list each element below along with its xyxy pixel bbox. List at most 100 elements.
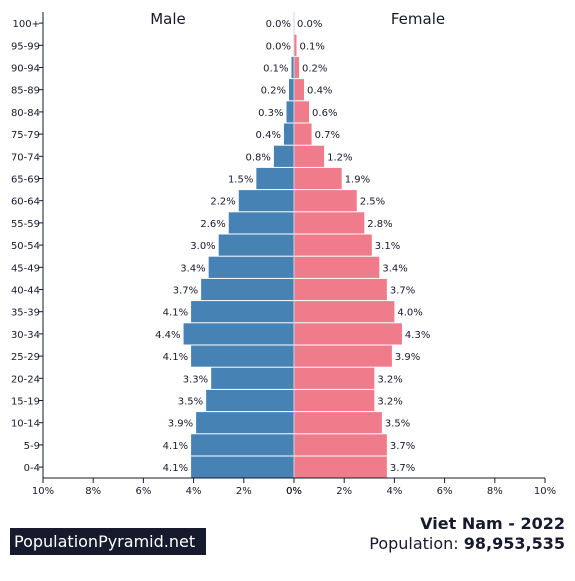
x-tick-label-female: 10% — [534, 486, 556, 497]
female-value-label: 3.7% — [390, 463, 415, 474]
x-tick-label-female: 8% — [487, 486, 503, 497]
female-bar — [294, 345, 392, 367]
female-value-label: 3.1% — [375, 241, 400, 252]
female-value-label: 3.4% — [382, 263, 407, 274]
female-bar — [294, 234, 372, 256]
male-value-label: 3.9% — [168, 419, 193, 430]
male-bar — [206, 389, 294, 412]
female-value-label: 0.6% — [312, 108, 337, 119]
female-value-label: 4.0% — [397, 308, 422, 319]
age-group-label: 5-9 — [24, 441, 40, 452]
male-bar — [196, 412, 294, 434]
female-bar — [294, 456, 387, 478]
female-bar — [294, 389, 375, 412]
population-label: Population: — [369, 534, 459, 553]
female-bar — [294, 434, 387, 456]
population-total: Population: 98,953,535 — [369, 534, 565, 553]
x-tick-label-male: 6% — [135, 486, 151, 497]
x-tick-label-female: 2% — [336, 486, 352, 497]
male-bar — [288, 79, 294, 101]
male-bar — [218, 234, 294, 256]
female-value-label: 0.1% — [300, 41, 325, 52]
female-value-label: 0.7% — [315, 130, 340, 141]
male-value-label: 3.4% — [180, 263, 205, 274]
country-year-title: Viet Nam - 2022 — [420, 514, 565, 533]
x-tick-label-male: 4% — [186, 486, 202, 497]
male-value-label: 0.0% — [266, 19, 291, 30]
male-value-label: 3.7% — [173, 286, 198, 297]
female-bar — [294, 256, 380, 278]
age-group-label: 55-59 — [11, 219, 40, 230]
male-value-label: 4.1% — [163, 441, 188, 452]
female-bar — [294, 101, 310, 123]
male-value-label: 0.2% — [261, 86, 286, 97]
female-value-label: 3.7% — [390, 441, 415, 452]
x-tick-label-female: 6% — [437, 486, 453, 497]
population-pyramid-chart: 100+ 0.0% 0.0% 95-99 0.0% 0.1% 90-94 0.1% 0.2% 85… — [11, 10, 556, 497]
male-value-label: 0.0% — [266, 41, 291, 52]
age-group-label: 45-49 — [11, 263, 40, 274]
male-value-label: 4.4% — [155, 330, 180, 341]
male-bar — [191, 434, 294, 456]
male-bar — [228, 212, 294, 234]
x-tick-label-male: 8% — [85, 486, 101, 497]
age-group-label: 50-54 — [11, 241, 40, 252]
male-value-label: 3.3% — [183, 374, 208, 385]
age-group-label: 30-34 — [11, 330, 40, 341]
female-bar — [294, 323, 402, 345]
female-value-label: 3.5% — [385, 419, 410, 430]
male-bar — [191, 345, 294, 367]
male-bar — [201, 278, 294, 301]
female-value-label: 3.7% — [390, 286, 415, 297]
male-value-label: 4.1% — [163, 308, 188, 319]
legend-male: Male — [150, 10, 186, 28]
x-tick-label-male: 0% — [286, 486, 302, 497]
male-value-label: 0.8% — [246, 152, 271, 163]
age-group-label: 20-24 — [11, 374, 40, 385]
female-bar — [294, 367, 375, 389]
female-value-label: 4.3% — [405, 330, 430, 341]
age-group-label: 90-94 — [11, 64, 40, 75]
male-value-label: 0.4% — [256, 130, 281, 141]
male-bar — [238, 190, 294, 212]
brand-logo[interactable]: PopulationPyramid.net — [10, 528, 206, 555]
x-tick-label-female: 0% — [286, 486, 302, 497]
x-tick-label-male: 10% — [32, 486, 54, 497]
age-group-label: 60-64 — [11, 197, 40, 208]
male-value-label: 3.0% — [190, 241, 215, 252]
female-value-label: 3.2% — [377, 374, 402, 385]
female-bar — [294, 79, 305, 101]
male-value-label: 1.5% — [228, 175, 253, 186]
age-group-label: 15-19 — [11, 397, 40, 408]
age-group-label: 75-79 — [11, 130, 40, 141]
female-value-label: 1.9% — [345, 175, 370, 186]
female-value-label: 0.0% — [297, 19, 322, 30]
female-bar — [294, 190, 357, 212]
age-group-label: 70-74 — [11, 152, 40, 163]
female-bar — [294, 145, 325, 167]
x-tick-label-male: 2% — [236, 486, 252, 497]
x-tick-label-female: 4% — [386, 486, 402, 497]
age-group-label: 10-14 — [11, 419, 40, 430]
age-group-label: 80-84 — [11, 108, 40, 119]
male-bar — [291, 56, 294, 79]
male-bar — [286, 101, 294, 123]
age-group-label: 85-89 — [11, 86, 40, 97]
male-value-label: 0.1% — [263, 64, 288, 75]
female-bar — [294, 167, 342, 190]
female-bar — [294, 56, 300, 79]
female-value-label: 0.2% — [302, 64, 327, 75]
female-bar — [294, 212, 365, 234]
male-value-label: 4.1% — [163, 352, 188, 363]
age-group-label: 95-99 — [11, 41, 40, 52]
male-bar — [273, 145, 294, 167]
female-value-label: 2.5% — [360, 197, 385, 208]
female-bar — [294, 412, 382, 434]
male-value-label: 4.1% — [163, 463, 188, 474]
male-bar — [283, 123, 294, 145]
female-value-label: 3.9% — [395, 352, 420, 363]
male-value-label: 3.5% — [178, 397, 203, 408]
age-group-label: 35-39 — [11, 308, 40, 319]
legend-female: Female — [391, 10, 445, 28]
female-bar — [294, 301, 395, 323]
